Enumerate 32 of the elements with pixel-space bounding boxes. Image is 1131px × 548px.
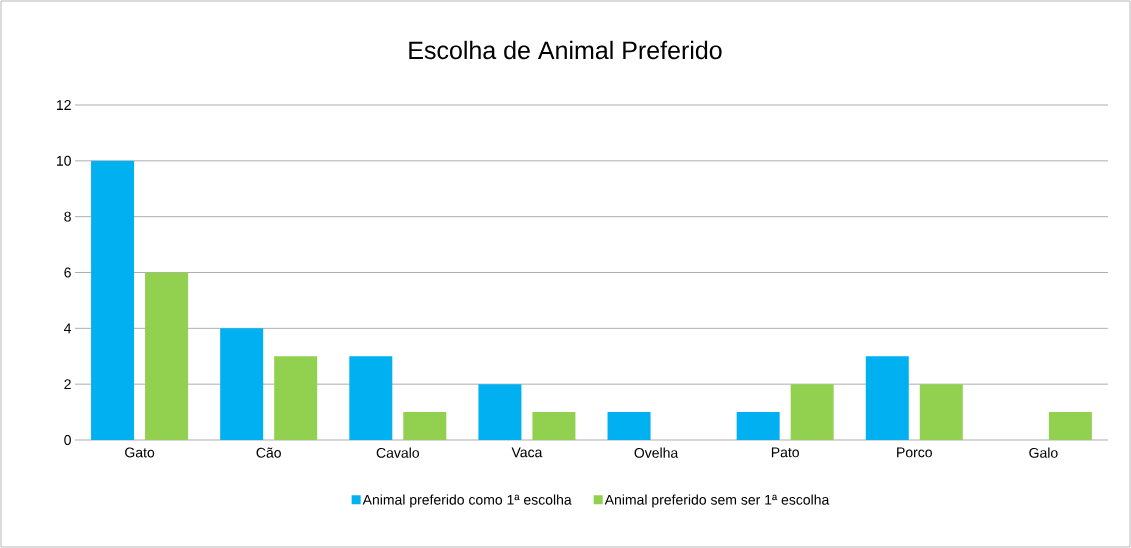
bar [91,160,135,440]
y-tick-label: 2 [64,379,71,390]
y-tick-label: 0 [64,435,71,445]
bar [532,412,576,440]
bar [736,412,780,440]
x-tick-label: Cavalo [376,447,419,458]
bar [607,412,651,440]
chart-title: Escolha de Animal Preferido [409,40,722,60]
bar [274,356,318,440]
x-tick-label: Gato [125,447,155,458]
x-tick-label: Cão [256,447,281,458]
x-tick-label: Pato [771,447,799,458]
bar [865,356,909,440]
bar [145,272,189,440]
bar [220,328,264,440]
bar [919,384,963,440]
y-tick-label: 10 [56,155,71,166]
y-tick-label: 4 [64,323,72,334]
x-tick-label: Galo [1029,447,1058,458]
bar [1048,412,1092,440]
bar [478,384,522,440]
x-tick-label: Vaca [511,447,543,458]
y-tick-label: 8 [64,211,71,222]
legend-label: Animal preferido sem ser 1ª escolha [604,494,830,508]
bar [349,356,393,440]
x-tick-label: Porco [897,447,932,458]
bar [403,412,447,440]
legend-label: Animal preferido como 1ª escolha [362,494,572,508]
y-tick-label: 12 [56,100,71,110]
bar [790,384,834,440]
x-tick-label: Ovelha [634,447,679,458]
y-tick-label: 6 [64,267,71,278]
